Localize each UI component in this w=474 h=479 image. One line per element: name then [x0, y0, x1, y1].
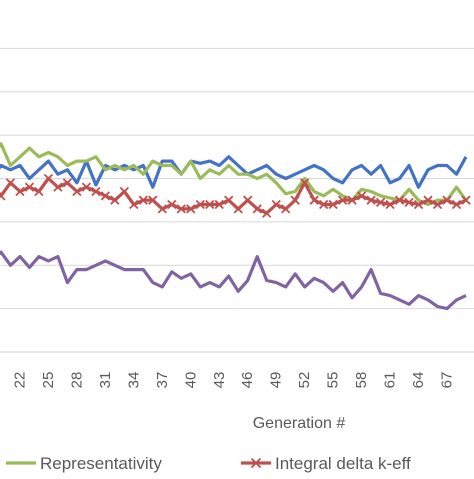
data-point-marker — [195, 199, 205, 210]
series-line — [0, 155, 468, 189]
data-point-marker — [186, 204, 196, 214]
data-point-marker — [167, 199, 177, 210]
series-line — [0, 142, 468, 207]
x-tick-label: 55 — [325, 372, 342, 389]
x-tick-label: 31 — [97, 372, 114, 389]
data-point-marker — [413, 199, 424, 210]
data-point-marker — [43, 173, 54, 184]
data-point-marker — [157, 204, 167, 214]
x-tick-label: 43 — [211, 372, 228, 389]
series-line — [0, 250, 467, 311]
x-tick-label: 25 — [40, 372, 57, 389]
gridlines — [0, 47, 474, 310]
data-point-marker — [243, 195, 253, 205]
data-point-marker — [148, 195, 158, 205]
series-representativity — [0, 142, 468, 207]
data-point-marker — [252, 204, 262, 214]
x-axis: 1922252831343740434649525558616467 — [0, 351, 474, 389]
legend-item: Representativity — [6, 454, 162, 473]
data-point-marker — [309, 195, 319, 205]
data-point-marker — [100, 191, 111, 201]
x-tick-label: 67 — [439, 372, 456, 389]
data-point-marker — [138, 195, 148, 205]
data-point-marker — [262, 208, 272, 218]
data-point-marker — [176, 204, 186, 214]
x-tick-label: 28 — [68, 372, 85, 389]
data-point-marker — [24, 182, 35, 192]
data-point-marker — [233, 204, 243, 214]
legend-label: Representativity — [40, 454, 162, 473]
series-lines — [0, 142, 471, 311]
data-point-marker — [347, 195, 357, 205]
data-point-marker — [290, 195, 300, 205]
data-point-marker — [366, 195, 376, 205]
data-point-marker — [72, 186, 82, 197]
data-point-marker — [119, 186, 129, 197]
data-point-marker — [129, 199, 139, 210]
data-point-marker — [110, 195, 120, 205]
data-point-marker — [281, 204, 291, 214]
data-point-marker — [404, 197, 414, 207]
x-tick-label: 40 — [182, 372, 199, 389]
x-tick-label: 61 — [382, 372, 399, 389]
series-integral-delta-k-eff — [0, 173, 471, 218]
data-point-marker — [5, 178, 16, 188]
data-point-marker — [271, 199, 281, 210]
legend-marker — [250, 457, 262, 469]
legend: Representativity Integral delta k-eff — [6, 454, 411, 473]
data-point-marker — [224, 195, 234, 205]
x-tick-label: 22 — [11, 372, 28, 389]
x-tick-label: 46 — [239, 372, 256, 389]
data-point-marker — [423, 195, 433, 205]
data-point-marker — [432, 199, 443, 210]
data-point-marker — [337, 195, 348, 205]
data-point-marker — [356, 191, 367, 201]
series-line — [0, 176, 467, 215]
x-tick-label: 52 — [296, 372, 313, 389]
data-point-marker — [375, 197, 386, 207]
x-tick-label: 64 — [410, 372, 427, 389]
data-point-marker — [81, 182, 92, 192]
x-tick-label: 37 — [154, 372, 171, 389]
data-point-marker — [62, 178, 73, 188]
data-point-marker — [328, 199, 338, 210]
data-point-marker — [53, 182, 63, 192]
data-point-marker — [319, 199, 329, 210]
series-unnamed-3 — [0, 250, 467, 311]
data-point-marker — [91, 186, 101, 197]
data-point-marker — [34, 186, 44, 197]
data-point-marker — [15, 186, 25, 197]
series-unnamed-0 — [0, 155, 468, 189]
data-point-marker — [0, 191, 6, 201]
data-point-marker — [205, 199, 215, 210]
x-tick-label: 49 — [268, 372, 285, 389]
data-point-marker — [394, 195, 405, 205]
data-point-marker — [300, 178, 310, 188]
data-point-marker — [461, 195, 471, 205]
data-point-marker — [214, 199, 224, 210]
x-axis-title: Generation # — [253, 415, 346, 432]
legend-label: Integral delta k-eff — [275, 454, 411, 473]
data-point-marker — [442, 195, 452, 205]
x-tick-label: 58 — [353, 372, 370, 389]
data-point-marker — [451, 199, 462, 210]
data-point-marker — [385, 199, 395, 210]
legend-item: Integral delta k-eff — [241, 454, 411, 473]
x-tick-label: 34 — [125, 372, 142, 389]
